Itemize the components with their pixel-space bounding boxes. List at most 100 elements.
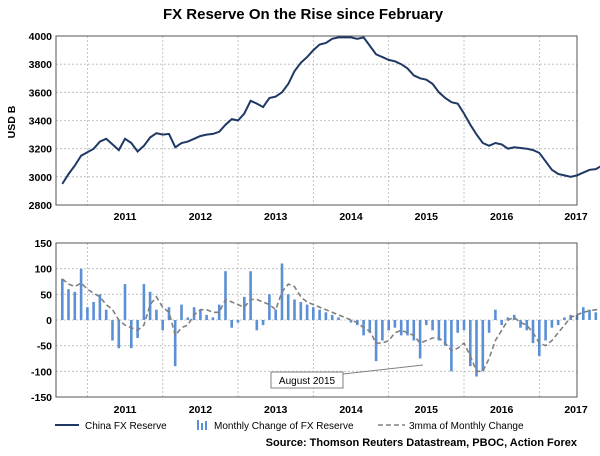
monthly-change-bar [67, 289, 70, 320]
monthly-change-bar [136, 320, 139, 338]
monthly-change-bar [368, 320, 372, 333]
y-tick-label: -50 [37, 341, 52, 353]
bottom-y-tick-labels: -150 -100 -50 0 50 100 150 [31, 238, 52, 404]
x-tick-label: 2016 [490, 404, 514, 416]
x-tick-label: 2014 [339, 211, 363, 223]
y-tick-label: -150 [31, 392, 52, 404]
monthly-change-bar [305, 304, 309, 320]
monthly-change-bar [73, 291, 77, 320]
monthly-change-bar [167, 307, 171, 320]
x-tick-label: 2017 [564, 404, 588, 416]
monthly-change-bar [123, 284, 127, 320]
monthly-change-bar [374, 320, 378, 362]
monthly-change-bar [349, 320, 353, 323]
x-tick-label: 2012 [189, 404, 213, 416]
monthly-change-bar [211, 317, 215, 320]
y-tick-label: 3200 [29, 144, 53, 156]
monthly-change-bar [582, 307, 585, 320]
x-tick-label: 2013 [264, 404, 288, 416]
monthly-change-bar [538, 320, 541, 356]
monthly-change-bar [111, 320, 114, 341]
monthly-change-bar [494, 309, 497, 320]
x-tick-label: 2016 [490, 211, 514, 223]
monthly-change-bar [199, 309, 202, 320]
monthly-change-bar [117, 320, 121, 349]
top-grid [56, 36, 577, 205]
monthly-change-bar [550, 320, 554, 328]
monthly-change-bar [512, 314, 516, 320]
chart-title: FX Reserve On the Rise since February [163, 6, 444, 23]
monthly-change-bar [286, 294, 290, 320]
monthly-change-bar [588, 309, 591, 320]
monthly-change-bar [104, 309, 108, 320]
y-tick-label: 0 [46, 315, 52, 327]
monthly-change-bar [293, 299, 296, 320]
monthly-change-bar [236, 320, 240, 323]
monthly-change-bar [61, 278, 64, 320]
top-plot-frame [55, 35, 578, 206]
monthly-change-bar [475, 320, 478, 377]
monthly-change-bar [330, 314, 334, 320]
legend-monthly-change-label: Monthly Change of FX Reserve [214, 421, 354, 432]
monthly-change-bar [173, 320, 177, 367]
x-tick-label: 2015 [415, 404, 439, 416]
x-tick-label: 2015 [415, 211, 439, 223]
monthly-change-bar [142, 284, 146, 320]
monthly-change-bar [556, 320, 560, 326]
monthly-change-bar [299, 302, 303, 320]
monthly-change-bar [92, 302, 95, 320]
annotation-leader-line [342, 364, 424, 375]
monthly-change-bar [594, 312, 598, 320]
monthly-change-bar [224, 271, 227, 320]
monthly-change-bar [268, 294, 271, 320]
monthly-change-bar [412, 320, 416, 341]
monthly-change-bar [525, 320, 529, 331]
monthly-change-bar [79, 268, 83, 320]
monthly-change-bar [563, 317, 566, 320]
monthly-change-bar [180, 304, 183, 320]
monthly-change-bar [324, 312, 328, 320]
monthly-change-bar [205, 314, 208, 320]
annotation-box [270, 371, 344, 389]
monthly-change-bar [481, 320, 485, 372]
monthly-change-bar [161, 320, 164, 331]
monthly-change-bar [456, 320, 459, 333]
monthly-change-bar [337, 317, 340, 320]
monthly-change-bar [243, 296, 246, 320]
monthly-change-bar [406, 320, 409, 336]
y-tick-label: 4000 [29, 31, 53, 43]
monthly-change-bar [381, 320, 384, 341]
monthly-change-bar [255, 320, 259, 331]
monthly-change-bar [155, 309, 158, 320]
three-mma-line [61, 278, 600, 373]
monthly-change-bar [437, 320, 441, 341]
annotation-august-2015: August 2015 [279, 376, 336, 387]
y-tick-label: 50 [40, 289, 52, 301]
x-tick-label: 2017 [564, 211, 588, 223]
monthly-change-bar [261, 320, 265, 326]
monthly-change-bar [274, 309, 277, 320]
monthly-change-bar [186, 317, 190, 320]
monthly-change-bar [217, 304, 221, 320]
monthly-change-bar [387, 320, 390, 331]
legend-monthly-change-swatch [197, 420, 207, 430]
x-tick-label: 2013 [264, 211, 288, 223]
x-tick-label: 2011 [114, 211, 137, 223]
x-tick-label: 2012 [189, 211, 213, 223]
y-tick-label: -100 [31, 366, 52, 378]
china-fx-reserve-line [61, 36, 600, 185]
legend-reserve-label: China FX Reserve [85, 421, 167, 432]
legend-mma-label: 3mma of Monthly Change [409, 421, 524, 432]
top-y-axis-label: USD B [6, 105, 18, 138]
monthly-change-bar [487, 320, 491, 333]
y-tick-label: 3000 [29, 172, 53, 184]
monthly-change-bar [318, 309, 321, 320]
top-x-tick-labels: 2011 2012 2013 2014 2015 2016 2017 [114, 211, 588, 223]
monthly-change-bar [418, 320, 422, 359]
top-y-tick-labels: 2800 3000 3200 3400 3600 3800 4000 [29, 31, 53, 212]
monthly-change-bar [431, 320, 434, 331]
y-tick-label: 2800 [29, 200, 53, 212]
monthly-change-bar [230, 320, 233, 328]
monthly-change-bar [425, 320, 428, 326]
